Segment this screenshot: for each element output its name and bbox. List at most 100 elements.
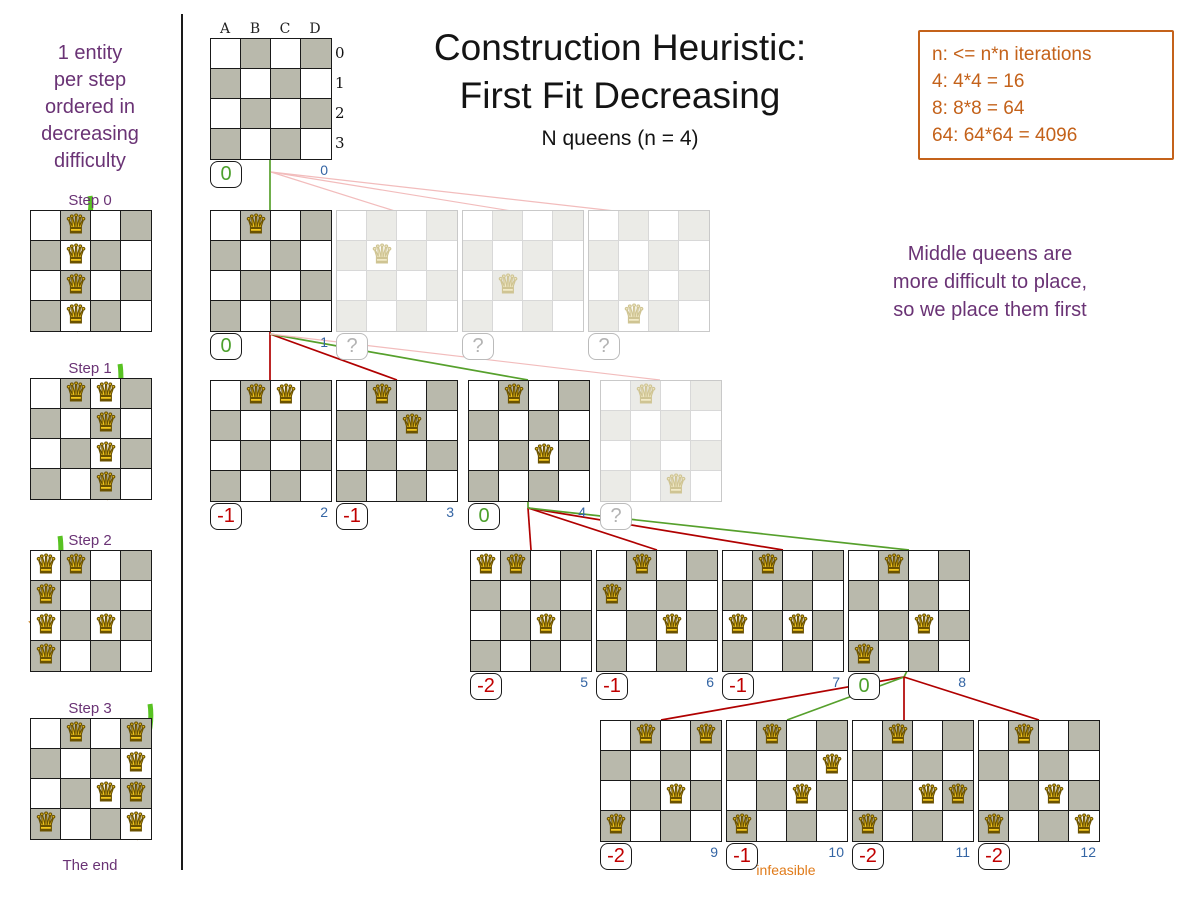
board-cell: [121, 409, 151, 439]
board-cell: [91, 379, 121, 409]
queen-icon: ♛: [882, 549, 906, 580]
board-cell: [91, 749, 121, 779]
board-cell: [367, 211, 397, 241]
board-cell: [631, 441, 661, 471]
board-cell: [271, 69, 301, 99]
board-cell: [91, 271, 121, 301]
board-cell: [679, 211, 709, 241]
board-cell: [979, 751, 1009, 781]
note-line: Middle queens are: [907, 243, 1073, 265]
board-cell: [727, 751, 757, 781]
board-cell: [397, 411, 427, 441]
iteration-number: 5: [580, 674, 588, 690]
board-cell: [679, 241, 709, 271]
board-cell: [943, 811, 973, 841]
board-cell: [211, 471, 241, 501]
board-cell: [241, 129, 271, 159]
board-cell: [757, 751, 787, 781]
board-cell: [787, 781, 817, 811]
board-cell: [649, 301, 679, 331]
score-badge: 0: [210, 333, 242, 360]
board-cell: [271, 411, 301, 441]
queen-icon: ♛: [622, 299, 646, 330]
board-cell: [211, 411, 241, 441]
board-cell: [691, 411, 721, 441]
board-cell: [301, 69, 331, 99]
board-cell: [31, 719, 61, 749]
queen-icon: ♛: [124, 777, 148, 808]
board-cell: [529, 381, 559, 411]
queen-icon: ♛: [94, 437, 118, 468]
board-cell: [939, 581, 969, 611]
board-cell: [337, 471, 367, 501]
board-cell: [939, 611, 969, 641]
queen-icon: ♛: [912, 609, 936, 640]
board-cell: [627, 641, 657, 671]
queen-icon: ♛: [726, 609, 750, 640]
page-title-line-1: Construction Heuristic:: [433, 27, 807, 68]
board-cell: [661, 411, 691, 441]
board-cell: [909, 611, 939, 641]
queen-icon: ♛: [474, 549, 498, 580]
iteration-number: 0: [320, 162, 328, 178]
board-cell: [91, 241, 121, 271]
board-cell: [61, 581, 91, 611]
board-cell: [783, 581, 813, 611]
board-cell: [813, 641, 843, 671]
board-cell: [597, 611, 627, 641]
board-cell: [661, 381, 691, 411]
board-cell: [691, 471, 721, 501]
queen-icon: ♛: [94, 407, 118, 438]
board-cell: [31, 641, 61, 671]
board-cell: [943, 781, 973, 811]
score-badge: -2: [978, 843, 1010, 870]
board-cell: [879, 551, 909, 581]
board-cell: [849, 611, 879, 641]
board-cell: [691, 441, 721, 471]
board-cell: [211, 271, 241, 301]
score-badge: 0: [210, 161, 242, 188]
iteration-number: 7: [832, 674, 840, 690]
board-cell: [687, 581, 717, 611]
iteration-number: 4: [578, 504, 586, 520]
score-badge: -2: [600, 843, 632, 870]
vertical-divider: [181, 14, 183, 870]
board-cell: [427, 471, 457, 501]
board-cell: [31, 271, 61, 301]
board-cell: [241, 99, 271, 129]
board-cell: [813, 581, 843, 611]
board-cell: [909, 551, 939, 581]
board-cell: [561, 551, 591, 581]
board-cell: [31, 469, 61, 499]
board-n5: ♛ ♛: [210, 379, 332, 502]
board-n6: ♛ ♛: [336, 379, 458, 502]
queen-icon: ♛: [820, 749, 844, 780]
queen-icon: ♛: [504, 549, 528, 580]
page-subtitle: N queens (n = 4): [541, 127, 699, 150]
board-cell: [337, 301, 367, 331]
queen-icon: ♛: [946, 779, 970, 810]
board-cell: [271, 39, 301, 69]
board-cell: [753, 611, 783, 641]
board-cell: [121, 379, 151, 409]
board-cell: [241, 381, 271, 411]
step-board-3: ♛ ♛ ♛ ♛ ♛ ♛ ♛: [30, 717, 152, 840]
board-cell: [493, 211, 523, 241]
queen-icon: ♛: [694, 719, 718, 750]
board-cell: [31, 809, 61, 839]
queen-icon: ♛: [64, 717, 88, 748]
board-cell: [271, 301, 301, 331]
board-cell: [367, 301, 397, 331]
board-cell: [211, 211, 241, 241]
board-cell: [121, 271, 151, 301]
board-cell: [91, 641, 121, 671]
board-cell: [271, 99, 301, 129]
iteration-number: 11: [955, 844, 970, 860]
board-cell: [1009, 721, 1039, 751]
queen-icon: ♛: [370, 379, 394, 410]
board-cell: [661, 441, 691, 471]
board-n11: ♛ ♛ ♛: [722, 549, 844, 672]
board-cell: [813, 611, 843, 641]
board-cell: [601, 411, 631, 441]
board-cell: [493, 301, 523, 331]
